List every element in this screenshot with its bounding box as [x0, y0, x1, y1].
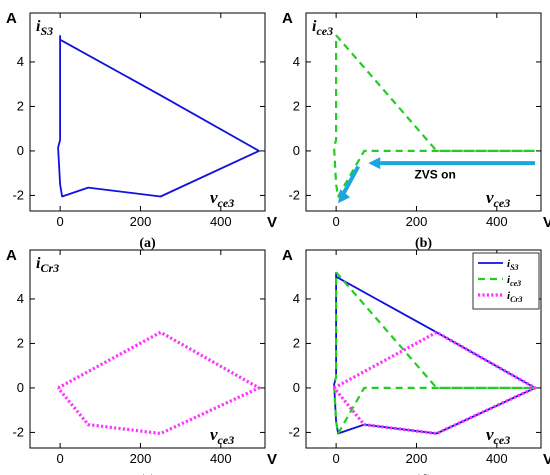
y-unit-label: A — [6, 10, 17, 27]
x-tick-label: 400 — [486, 214, 508, 229]
series-iCr3-line — [56, 330, 261, 436]
y-tick-label: 0 — [293, 143, 300, 158]
y-unit-label: A — [282, 247, 293, 264]
panel-caption: (a) — [139, 236, 156, 251]
y-tick-label: 4 — [17, 291, 24, 306]
y-tick-label: 4 — [17, 54, 24, 69]
plot-frame — [305, 12, 542, 212]
zvs-arrow-head — [368, 157, 381, 170]
legend-label-iCr3: iCr3 — [507, 290, 523, 304]
x-unit-label: V — [267, 451, 277, 468]
x-tick-label: 200 — [130, 214, 152, 229]
x-tick-label: 400 — [210, 214, 232, 229]
plot-frame — [305, 249, 542, 449]
legend-box — [472, 252, 540, 310]
legend-label-iS3: iS3 — [507, 258, 519, 272]
zvs-annotation: ZVS on — [414, 168, 455, 182]
x-unit-label: V — [543, 214, 550, 231]
y-tick-label: 4 — [293, 54, 300, 69]
series-iS3-line — [57, 35, 260, 198]
x-tick-label: 400 — [486, 451, 508, 466]
series-iCr3-line — [332, 330, 537, 436]
plot-frame — [29, 249, 266, 449]
zvs-arrow-shaft — [340, 165, 360, 198]
y-tick-label: -2 — [12, 424, 24, 439]
y-unit-label: A — [6, 247, 17, 264]
y-unit-label: A — [282, 10, 293, 27]
y-tick-label: 0 — [17, 143, 24, 158]
y-tick-label: 0 — [17, 380, 24, 395]
x-tick-label: 0 — [333, 214, 340, 229]
y-axis-label: iS3 — [36, 18, 53, 38]
y-axis-label: ice3 — [312, 18, 333, 38]
x-tick-label: 0 — [333, 451, 340, 466]
legend-label-ice3: ice3 — [507, 274, 521, 288]
x-tick-label: 200 — [406, 214, 428, 229]
x-unit-label: V — [267, 214, 277, 231]
panel-caption: (c) — [140, 473, 156, 475]
x-axis-label: vce3 — [210, 425, 234, 447]
panel-caption: (b) — [415, 236, 432, 251]
y-tick-label: 2 — [17, 335, 24, 350]
x-tick-label: 200 — [130, 451, 152, 466]
y-tick-label: -2 — [12, 187, 24, 202]
y-tick-label: -2 — [288, 187, 300, 202]
x-axis-label: vce3 — [210, 188, 234, 210]
y-axis-label: iCr3 — [36, 255, 59, 275]
x-axis-label: vce3 — [486, 188, 510, 210]
x-tick-label: 0 — [57, 451, 64, 466]
plot-frame — [29, 12, 266, 212]
x-tick-label: 400 — [210, 451, 232, 466]
panel-caption: (d) — [415, 473, 432, 475]
x-unit-label: V — [543, 451, 550, 468]
zvs-arrow-head — [338, 189, 351, 204]
y-tick-label: -2 — [288, 424, 300, 439]
y-tick-label: 2 — [17, 98, 24, 113]
x-tick-label: 200 — [406, 451, 428, 466]
y-tick-label: 4 — [293, 291, 300, 306]
y-tick-label: 2 — [293, 98, 300, 113]
series-ice3-line — [333, 34, 537, 198]
y-tick-label: 2 — [293, 335, 300, 350]
x-axis-label: vce3 — [486, 425, 510, 447]
series-ice3-line — [333, 271, 537, 435]
y-tick-label: 0 — [293, 380, 300, 395]
x-tick-label: 0 — [57, 214, 64, 229]
